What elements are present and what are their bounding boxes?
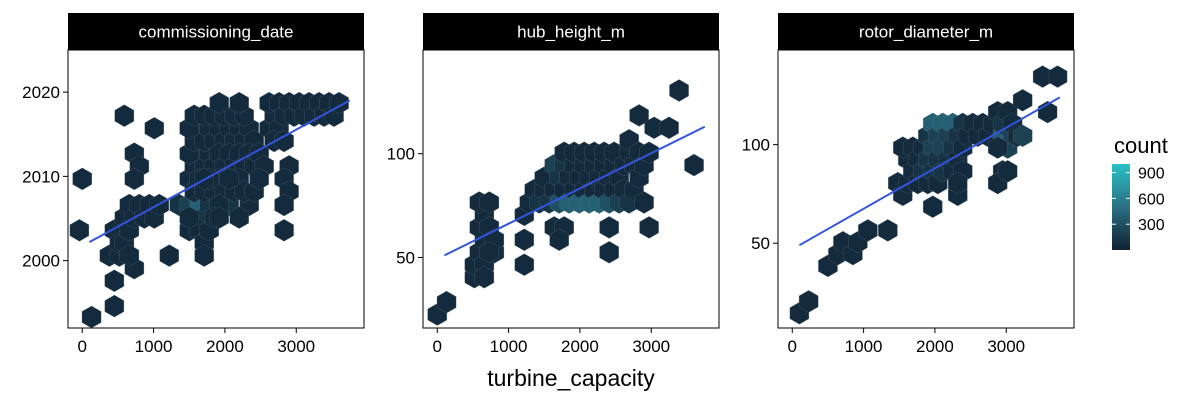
hex-layer (789, 65, 1068, 325)
hex-bin (194, 244, 214, 267)
legend-tick-label: 900 (1138, 166, 1165, 183)
count-legend: count 300 600 900 (1112, 133, 1168, 250)
facet-panel: hub_height_m 0 1000 2000 3000 50 100 (387, 13, 720, 356)
hex-bin (144, 117, 164, 140)
hex-bin (878, 219, 898, 242)
legend-colorbar (1112, 164, 1130, 250)
hex-bin (659, 116, 679, 139)
x-tick-label: 1000 (490, 337, 528, 356)
hex-bin (629, 104, 649, 127)
hex-bin (229, 91, 249, 115)
hex-bin (923, 195, 943, 218)
x-tick-label: 1000 (845, 337, 883, 356)
hex-bin (988, 136, 1008, 159)
hex-bin (639, 216, 659, 239)
y-tick-label: 50 (751, 234, 770, 253)
x-tick-label: 1000 (135, 337, 173, 356)
hex-bin (997, 160, 1018, 183)
hex-bin (634, 191, 654, 214)
hex-bin (684, 153, 704, 177)
x-tick-label: 0 (433, 337, 442, 356)
hex-bin (1012, 89, 1033, 112)
hex-bin (514, 228, 534, 251)
y-tick-label: 2000 (22, 252, 60, 271)
hex-bin (1012, 124, 1033, 147)
hex-bin (599, 241, 619, 264)
hex-bin (599, 216, 619, 239)
facet-strip (423, 13, 719, 50)
legend-title: count (1114, 133, 1168, 158)
hex-bin (69, 219, 90, 242)
hex-bin (274, 129, 294, 153)
legend-ticks: 300 600 900 (1112, 166, 1165, 234)
hex-bin (104, 269, 125, 292)
hex-bin (119, 244, 140, 267)
hex-layer (69, 91, 349, 329)
hex-bin (209, 91, 229, 115)
x-tick-label: 3000 (632, 337, 670, 356)
hex-bin (858, 219, 878, 242)
facet-title: rotor_diameter_m (859, 23, 993, 42)
hex-bin (81, 305, 102, 329)
hex-bin (274, 193, 294, 217)
y-tick-label: 2010 (22, 167, 60, 186)
hex-bin (549, 228, 569, 251)
facet-title: commissioning_date (139, 23, 294, 42)
hex-bin (72, 167, 92, 191)
facet-panel: commissioning_date 0 1000 2000 3000 2000 2010 2… (22, 13, 365, 356)
hex-bin (1047, 65, 1068, 88)
hex-bin (209, 206, 229, 229)
x-tick-label: 3000 (987, 337, 1025, 356)
hex-bin (639, 141, 659, 164)
legend-tick-label: 600 (1138, 191, 1165, 208)
y-tick-label: 50 (396, 248, 415, 267)
hex-bin (514, 253, 534, 276)
hex-bin (948, 171, 968, 195)
y-tick-label: 2020 (22, 83, 60, 102)
hex-bin (479, 241, 500, 264)
hex-bin (249, 167, 269, 191)
hex-bin (179, 206, 199, 229)
legend-tick-label: 300 (1138, 217, 1165, 234)
y-tick-label: 100 (387, 145, 415, 164)
x-axis-label: turbine_capacity (487, 365, 655, 391)
hex-bin (114, 104, 135, 127)
y-tick-label: 100 (742, 136, 770, 155)
hex-bin (219, 167, 239, 191)
hex-bin (798, 290, 819, 313)
x-tick-label: 2000 (561, 337, 599, 356)
x-tick-label: 0 (788, 337, 797, 356)
hex-bin (229, 206, 249, 229)
facet-title: hub_height_m (517, 23, 625, 42)
hex-bin (474, 266, 495, 289)
trend-line (798, 96, 1061, 247)
facet-panel: rotor_diameter_m 0 1000 2000 3000 50 100 (742, 13, 1075, 356)
facet-strip (778, 13, 1074, 50)
trend-line (443, 125, 706, 257)
facet-strip (68, 13, 364, 50)
hex-bin (124, 167, 145, 191)
hex-bin (479, 191, 500, 214)
hex-bin (159, 244, 179, 267)
hex-bin (104, 294, 125, 318)
hex-bin (436, 290, 457, 314)
hex-layer (427, 79, 704, 326)
trend-line (88, 99, 351, 243)
hex-bin (274, 219, 294, 242)
x-tick-label: 2000 (916, 337, 954, 356)
hex-bin (669, 79, 689, 102)
x-tick-label: 2000 (206, 337, 244, 356)
x-tick-label: 3000 (277, 337, 315, 356)
x-tick-label: 0 (78, 337, 87, 356)
